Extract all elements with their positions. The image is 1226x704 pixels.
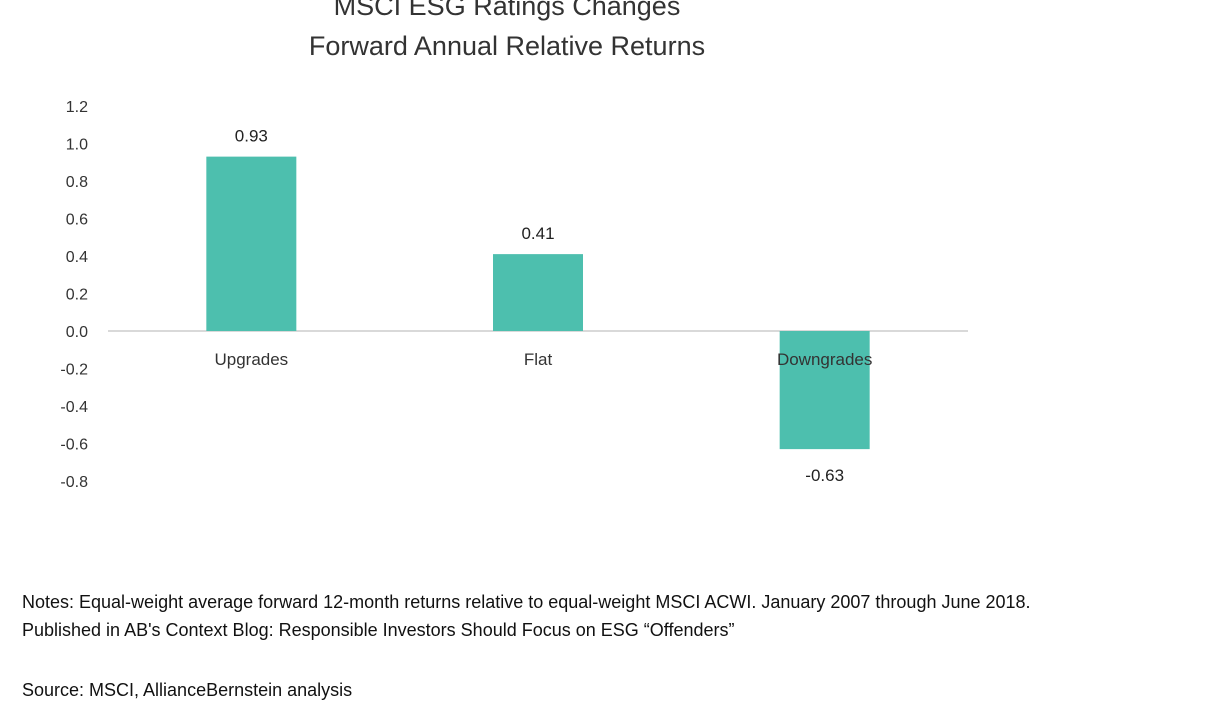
bar-chart: 1.2 1.0 0.8 0.6 0.4 0.2 0.0 -0.2 -0.4 -0.6 -0.8 Upg… bbox=[60, 99, 968, 491]
y-tick-label: 1.0 bbox=[66, 137, 88, 154]
y-tick-label: 0.8 bbox=[66, 174, 88, 191]
y-tick-label: -0.8 bbox=[60, 474, 88, 491]
data-label: -0.63 bbox=[805, 466, 844, 485]
notes-line-1: Notes: Equal-weight average forward 12-m… bbox=[22, 592, 1031, 612]
chart-title-line-1: MSCI ESG Ratings Changes bbox=[333, 0, 681, 21]
chart-title-line-2: Forward Annual Relative Returns bbox=[308, 31, 706, 61]
category-label: Flat bbox=[524, 350, 553, 369]
data-label: 0.93 bbox=[235, 127, 268, 146]
y-tick-label: -0.4 bbox=[60, 399, 88, 416]
y-tick-label: 0.0 bbox=[66, 324, 88, 341]
y-tick-label: 0.2 bbox=[66, 287, 88, 304]
chart-notes: Notes: Equal-weight average forward 12-m… bbox=[22, 588, 1031, 644]
chart-title: MSCI ESG Ratings Changes Forward Annual … bbox=[0, 0, 1014, 66]
y-tick-label: -0.6 bbox=[60, 437, 88, 454]
bar-upgrades bbox=[206, 156, 297, 331]
y-tick-label: 0.6 bbox=[66, 212, 88, 229]
notes-line-2: Published in AB's Context Blog: Responsi… bbox=[22, 620, 735, 640]
y-tick-label: 1.2 bbox=[66, 99, 88, 116]
chart-source: Source: MSCI, AllianceBernstein analysis bbox=[22, 680, 353, 700]
bar-downgrades bbox=[779, 331, 870, 450]
y-tick-label: -0.2 bbox=[60, 362, 88, 379]
bar-flat bbox=[493, 254, 583, 331]
category-label: Downgrades bbox=[777, 350, 872, 369]
data-label: 0.41 bbox=[521, 224, 554, 243]
category-label: Upgrades bbox=[214, 350, 288, 369]
y-tick-label: 0.4 bbox=[66, 249, 88, 266]
